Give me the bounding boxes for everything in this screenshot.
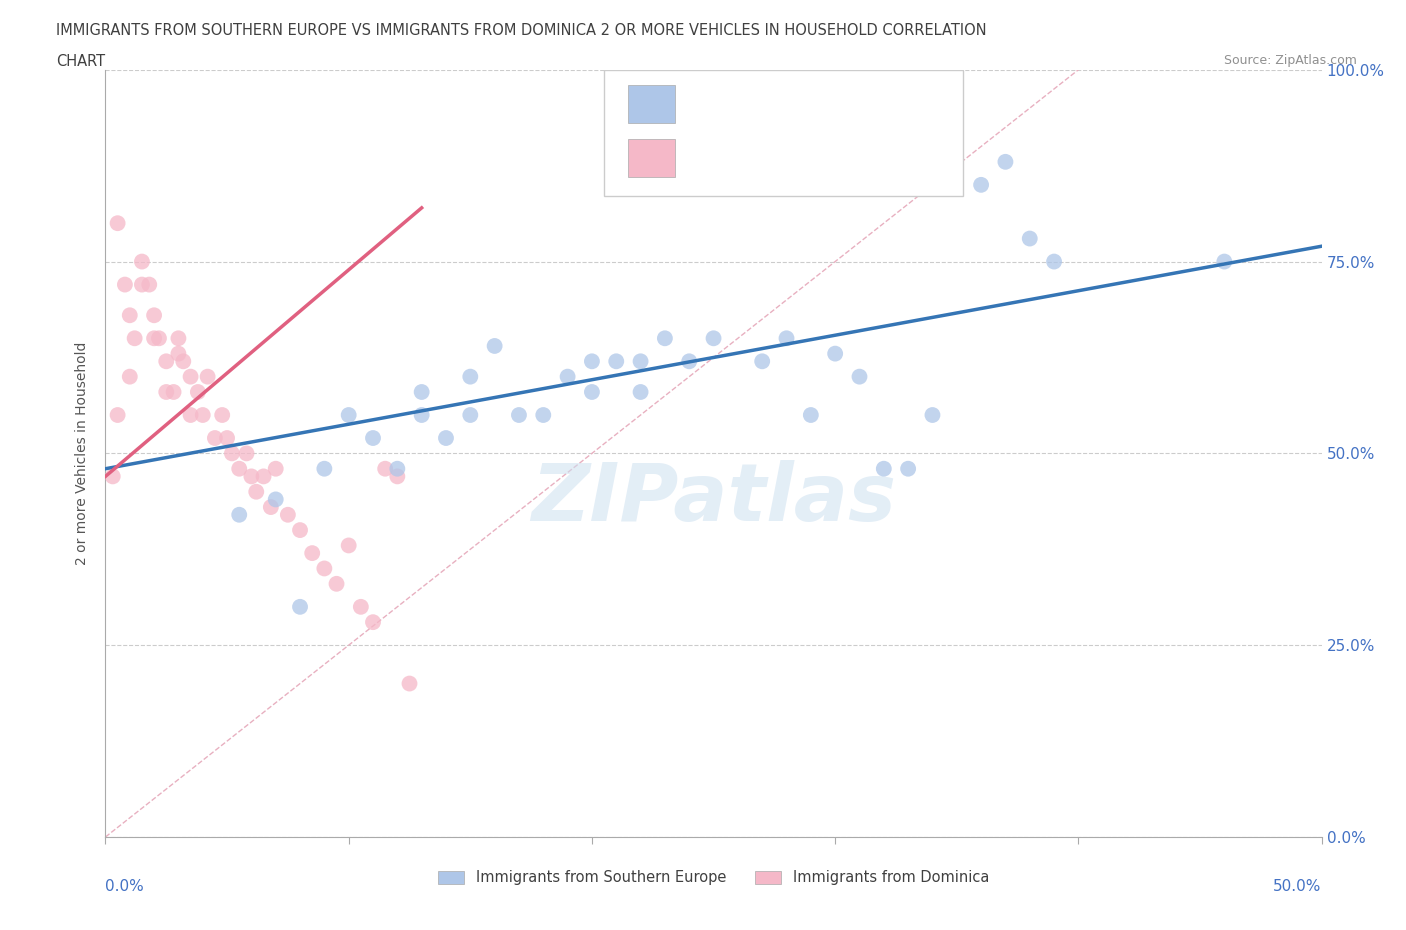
Point	[361, 431, 384, 445]
Point	[848, 369, 870, 384]
Point	[994, 154, 1017, 169]
Point	[314, 461, 336, 476]
Point	[107, 407, 129, 422]
Point	[155, 385, 177, 400]
Point	[337, 538, 360, 553]
Point	[197, 369, 219, 384]
Text: IMMIGRANTS FROM SOUTHERN EUROPE VS IMMIGRANTS FROM DOMINICA 2 OR MORE VEHICLES I: IMMIGRANTS FROM SOUTHERN EUROPE VS IMMIG…	[56, 23, 987, 38]
Point	[172, 354, 194, 369]
Point	[228, 461, 250, 476]
Point	[131, 277, 153, 292]
Point	[605, 354, 627, 369]
Text: 0.0%: 0.0%	[105, 879, 145, 895]
Point	[252, 469, 274, 484]
Text: CHART: CHART	[56, 54, 105, 69]
Point	[143, 308, 166, 323]
Point	[921, 407, 943, 422]
Point	[107, 216, 129, 231]
Point	[221, 446, 243, 461]
Point	[167, 331, 190, 346]
Point	[800, 407, 823, 422]
Point	[630, 354, 652, 369]
Point	[245, 485, 267, 499]
Point	[387, 461, 409, 476]
Point	[873, 461, 896, 476]
Point	[325, 577, 347, 591]
Point	[314, 561, 336, 576]
Point	[260, 499, 283, 514]
Point	[557, 369, 579, 384]
Point	[1018, 232, 1040, 246]
Point	[143, 331, 166, 346]
Text: R = 0.374   N = 46: R = 0.374 N = 46	[689, 149, 860, 166]
Point	[654, 331, 676, 346]
Point	[211, 407, 233, 422]
Point	[191, 407, 214, 422]
Point	[411, 385, 433, 400]
Point	[434, 431, 457, 445]
Point	[531, 407, 554, 422]
Point	[264, 461, 287, 476]
Point	[411, 407, 433, 422]
Point	[118, 308, 141, 323]
Point	[702, 331, 725, 346]
Point	[114, 277, 136, 292]
Point	[970, 178, 993, 193]
Point	[678, 354, 700, 369]
Point	[458, 407, 481, 422]
Point	[350, 600, 373, 615]
Point	[180, 369, 202, 384]
Point	[581, 354, 603, 369]
Point	[301, 546, 323, 561]
FancyBboxPatch shape	[605, 70, 963, 196]
Point	[398, 676, 420, 691]
Point	[187, 385, 209, 400]
Text: 50.0%: 50.0%	[1274, 879, 1322, 895]
Point	[217, 431, 239, 445]
Point	[101, 469, 124, 484]
Point	[897, 461, 920, 476]
Point	[118, 369, 141, 384]
Text: Source: ZipAtlas.com: Source: ZipAtlas.com	[1223, 54, 1357, 67]
Point	[374, 461, 396, 476]
Point	[180, 407, 202, 422]
Point	[775, 331, 797, 346]
Point	[155, 354, 177, 369]
Text: R = 0.281   N = 37: R = 0.281 N = 37	[689, 93, 859, 111]
Bar	[628, 86, 675, 124]
Point	[288, 523, 311, 538]
Point	[508, 407, 530, 422]
Point	[361, 615, 384, 630]
Point	[240, 469, 263, 484]
Point	[581, 385, 603, 400]
Point	[167, 346, 190, 361]
Point	[228, 508, 250, 523]
Point	[124, 331, 146, 346]
Point	[162, 385, 184, 400]
Point	[131, 254, 153, 269]
Point	[1043, 254, 1066, 269]
Text: ZIPatlas: ZIPatlas	[531, 460, 896, 538]
Point	[484, 339, 506, 353]
Point	[148, 331, 170, 346]
Point	[337, 407, 360, 422]
Point	[264, 492, 287, 507]
Point	[288, 600, 311, 615]
Legend: Immigrants from Southern Europe, Immigrants from Dominica: Immigrants from Southern Europe, Immigra…	[432, 864, 995, 891]
Point	[138, 277, 160, 292]
Point	[458, 369, 481, 384]
Point	[235, 446, 257, 461]
Point	[824, 346, 846, 361]
Point	[387, 469, 409, 484]
Point	[204, 431, 226, 445]
Point	[277, 508, 299, 523]
Point	[751, 354, 773, 369]
Bar	[628, 139, 675, 178]
Point	[1213, 254, 1236, 269]
Point	[630, 385, 652, 400]
Y-axis label: 2 or more Vehicles in Household: 2 or more Vehicles in Household	[76, 341, 90, 565]
